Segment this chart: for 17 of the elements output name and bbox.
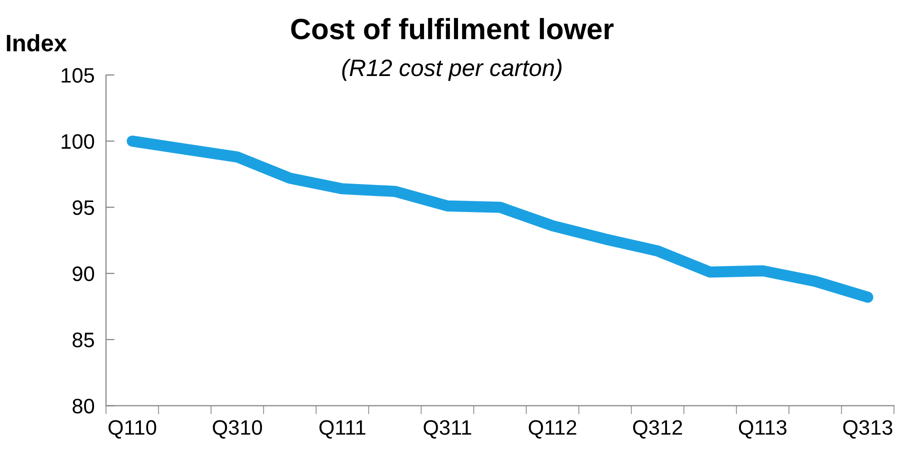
chart-title: Cost of fulfilment lower	[291, 18, 614, 40]
y-axis-title: Index	[6, 34, 67, 52]
x-tick-label: Q313	[843, 420, 892, 439]
y-tick-label: 100	[62, 134, 94, 149]
y-tick-label: 95	[72, 200, 94, 216]
chart-subtitle: (R12 cost per carton)	[342, 58, 562, 81]
x-tick-label: Q112	[528, 420, 576, 439]
x-tick-label: Q113	[738, 420, 786, 439]
x-tick-label: Q111	[319, 420, 366, 439]
x-tick-label: Q311	[424, 420, 472, 439]
x-tick-label: Q310	[212, 420, 262, 439]
y-tick-label: 85	[72, 332, 94, 348]
x-tick-label: Q312	[633, 420, 682, 439]
y-tick-label: 90	[72, 266, 94, 282]
x-tick-label: Q110	[108, 420, 156, 439]
y-tick-label: 80	[72, 398, 94, 414]
y-tick-label: 105	[62, 68, 94, 83]
